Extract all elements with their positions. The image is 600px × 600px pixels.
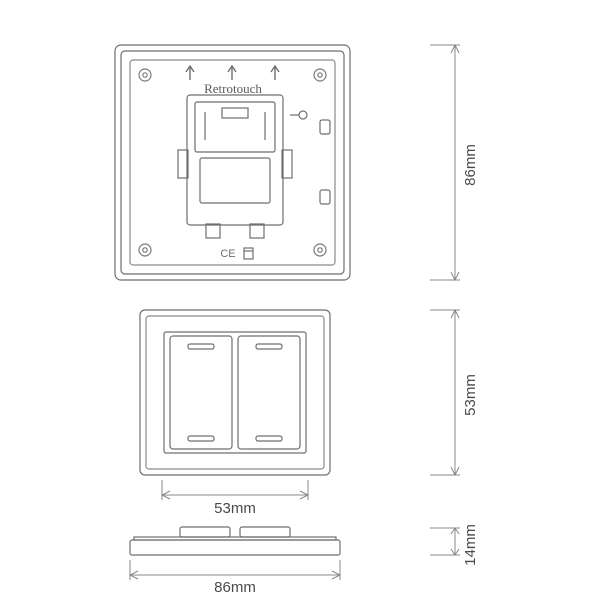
dim-side-height: 14mm (462, 524, 479, 566)
front-view (140, 310, 330, 475)
rear-view: Retrotouch CE (115, 45, 350, 280)
dim-side-width: 86mm (214, 579, 256, 596)
dim-front-height: 53mm (462, 374, 479, 416)
dim-rear-height: 86mm (462, 144, 479, 186)
svg-text:CE: CE (220, 248, 235, 260)
brand-text: Retrotouch (204, 81, 262, 96)
dim-front-width: 53mm (214, 500, 256, 517)
dimension-lines (130, 45, 460, 580)
side-view (130, 527, 340, 555)
dimension-diagram: Retrotouch CE (0, 0, 600, 600)
